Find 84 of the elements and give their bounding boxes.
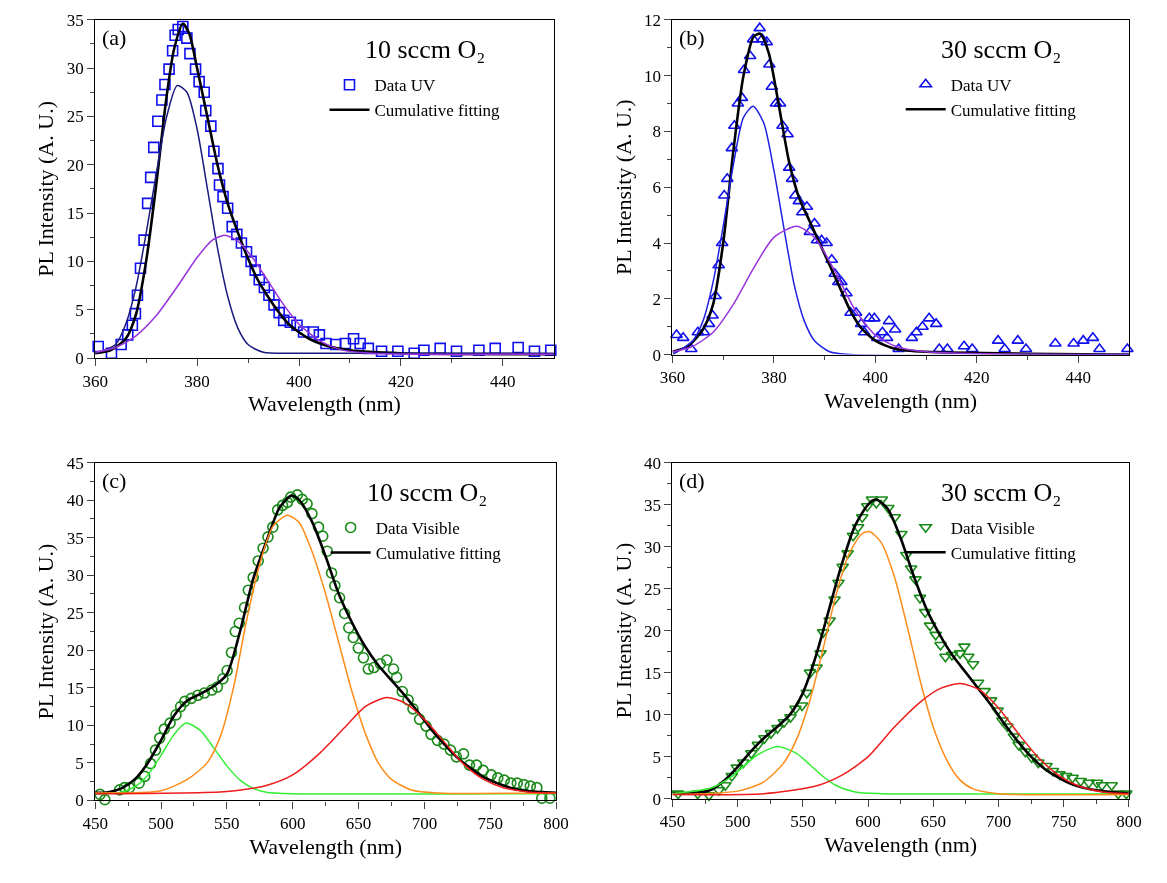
y-tick-label: 5: [75, 753, 84, 773]
y-tick-label: 30: [644, 537, 661, 557]
y-tick-label: 0: [75, 791, 84, 811]
x-tick-label: 360: [659, 368, 686, 388]
y-tick-label: 25: [644, 579, 661, 599]
y-tick-label: 15: [644, 663, 661, 683]
x-tick-label: 360: [82, 371, 108, 391]
y-tick-label: 35: [644, 495, 661, 515]
legend-label: Cumulative fitting: [375, 544, 502, 564]
annotation: 10 sccm O₂: [365, 35, 486, 64]
x-tick-label: 420: [388, 371, 414, 391]
y-axis-title: PL Intensity (A. U.): [610, 542, 636, 719]
y-tick-label: 35: [66, 528, 84, 548]
x-tick-label: 600: [279, 813, 306, 833]
x-tick-label: 750: [477, 813, 504, 833]
annotation: (a): [102, 25, 127, 50]
legend-label: Cumulative fitting: [374, 101, 501, 121]
legend-label: Data UV: [950, 75, 1013, 95]
legend-label: Cumulative fitting: [950, 543, 1077, 563]
x-tick-label: 400: [286, 371, 312, 391]
y-axis-title: PL Intensity (A. U.): [610, 99, 636, 276]
x-axis-title: Wavelength (nm): [248, 391, 401, 417]
y-tick-label: 20: [66, 155, 84, 175]
y-tick-label: 30: [66, 59, 84, 79]
x-tick-label: 650: [345, 813, 372, 833]
x-tick-label: 800: [1116, 812, 1142, 832]
x-axis-title: Wavelength (nm): [824, 832, 978, 858]
x-tick-label: 800: [543, 813, 569, 833]
x-axis-title: Wavelength (nm): [249, 833, 403, 859]
y-tick-label: 10: [66, 716, 84, 736]
x-tick-label: 500: [148, 813, 174, 833]
y-tick-label: 10: [644, 66, 661, 86]
x-tick-label: 700: [411, 813, 438, 833]
y-tick-label: 5: [75, 300, 84, 320]
y-tick-label: 0: [652, 345, 661, 365]
y-tick-label: 15: [66, 678, 84, 698]
annotation: (b): [679, 25, 705, 50]
annotation: 30 sccm O₂: [941, 478, 1062, 507]
annotation: 30 sccm O₂: [941, 35, 1062, 64]
y-tick-label: 40: [66, 491, 84, 511]
y-tick-label: 35: [66, 10, 84, 30]
x-tick-label: 550: [214, 813, 240, 833]
legend-label: Cumulative fitting: [950, 100, 1077, 120]
x-tick-label: 650: [920, 812, 947, 832]
y-axis-title: PL Intensity (A. U.): [33, 101, 59, 277]
x-tick-label: 500: [724, 812, 751, 832]
legend-label: Data Visible: [375, 519, 460, 539]
y-tick-label: 4: [652, 233, 662, 253]
y-tick-label: 20: [644, 621, 661, 641]
x-tick-label: 750: [1050, 812, 1077, 832]
annotation: 10 sccm O₂: [367, 478, 488, 507]
x-tick-label: 440: [1065, 368, 1091, 388]
y-tick-label: 15: [66, 204, 84, 224]
y-tick-label: 25: [66, 107, 84, 127]
y-tick-label: 0: [75, 349, 84, 369]
x-tick-label: 400: [862, 368, 889, 388]
x-tick-label: 600: [855, 812, 881, 832]
y-tick-label: 6: [652, 178, 661, 198]
y-tick-label: 2: [652, 289, 661, 309]
y-tick-label: 0: [652, 789, 661, 809]
legend-label: Data UV: [374, 76, 437, 96]
x-axis-title: Wavelength (nm): [824, 388, 978, 413]
y-tick-label: 10: [644, 705, 661, 725]
y-tick-label: 10: [66, 252, 84, 272]
y-tick-label: 12: [644, 10, 661, 30]
y-tick-label: 20: [66, 641, 84, 661]
x-tick-label: 450: [82, 813, 108, 833]
y-tick-label: 5: [652, 747, 661, 767]
y-tick-label: 25: [66, 603, 84, 623]
y-tick-label: 40: [644, 453, 661, 473]
legend-label: Data Visible: [950, 518, 1035, 538]
x-tick-label: 380: [184, 371, 210, 391]
x-tick-label: 440: [490, 371, 516, 391]
annotation: (c): [102, 468, 127, 493]
annotation: (d): [679, 468, 705, 493]
y-tick-label: 30: [66, 566, 84, 586]
y-tick-label: 8: [652, 122, 661, 142]
x-tick-label: 700: [985, 812, 1012, 832]
x-tick-label: 550: [790, 812, 816, 832]
x-tick-label: 450: [659, 812, 686, 832]
x-tick-label: 380: [761, 368, 787, 388]
y-tick-label: 45: [66, 453, 84, 473]
x-tick-label: 420: [964, 368, 990, 388]
y-axis-title: PL Intensity (A. U.): [33, 543, 59, 720]
